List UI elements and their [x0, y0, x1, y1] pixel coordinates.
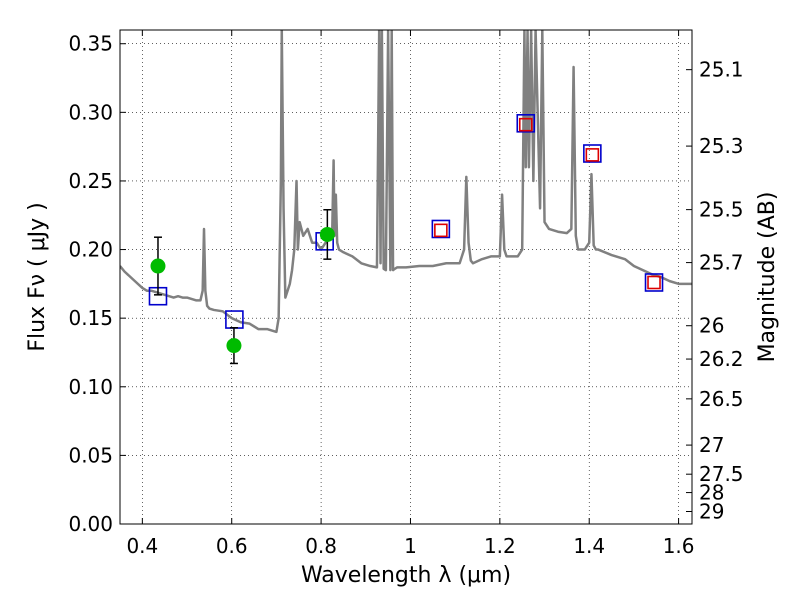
observed-flux-point — [319, 226, 335, 242]
right-axis-tick-label: 25.5 — [699, 198, 744, 222]
y-axis-label: Flux Fν ( μJy ) — [25, 202, 50, 351]
y-tick-label: 0.05 — [68, 443, 113, 467]
model-photometry-square — [431, 219, 451, 239]
right-axis-tick-label: 25.3 — [699, 134, 744, 158]
right-axis-tick-label: 26.2 — [699, 347, 744, 371]
y-tick-label: 0.10 — [68, 375, 113, 399]
x-tick-label: 1.2 — [484, 534, 516, 558]
markers-layer — [148, 114, 664, 365]
model-photometry-square — [583, 144, 602, 163]
x-axis-ticks: 0.4 0.6 0.8 1 1.2 1.4 1.6 — [126, 30, 695, 558]
y-tick-label: 0.30 — [68, 100, 113, 124]
plot-frame — [119, 29, 693, 525]
right-axis-tick-label: 25.7 — [699, 251, 744, 275]
y-tick-label: 0.15 — [68, 306, 113, 330]
right-axis-tick-label: 25.1 — [699, 58, 744, 82]
model-photometry-square — [516, 114, 536, 133]
y-tick-label: 0.25 — [68, 169, 113, 193]
upper-limit-square — [518, 117, 533, 132]
x-tick-label: 0.4 — [126, 534, 158, 558]
right-axis-tick-label: 27 — [699, 433, 724, 457]
right-axis-tick-label: 26.5 — [699, 387, 744, 411]
x-tick-label: 0.6 — [216, 534, 248, 558]
upper-limit-square — [585, 148, 600, 162]
x-tick-label: 1.4 — [573, 534, 605, 558]
upper-limit-square — [647, 275, 661, 290]
model-photometry-square — [644, 273, 664, 292]
y-tick-label: 0.20 — [68, 238, 113, 262]
observed-flux-point — [226, 338, 242, 354]
observed-flux-point — [150, 258, 166, 274]
right-axis-tick-label: 29 — [699, 500, 724, 524]
right-axis-tick-label: 27.5 — [699, 462, 744, 486]
spectrum-layer — [120, 30, 692, 334]
x-tick-label: 1.6 — [663, 534, 695, 558]
y-tick-label: 0.35 — [68, 32, 113, 56]
model-spectrum-line — [120, 30, 692, 334]
x-tick-label: 1 — [404, 534, 417, 558]
y-axis-ticks: 0.00 0.05 0.10 0.15 0.20 0.25 0.30 0.35 — [68, 32, 126, 536]
x-axis-label: Wavelength λ (μm) — [301, 563, 511, 588]
right-axis-tick-label: 28 — [699, 481, 724, 505]
y-tick-label: 0.00 — [68, 512, 113, 536]
right-axis-tick-label: 26 — [699, 314, 724, 338]
right-axis-label: Magnitude (AB) — [755, 192, 780, 363]
upper-limit-square — [434, 223, 448, 238]
x-tick-label: 0.8 — [305, 534, 337, 558]
